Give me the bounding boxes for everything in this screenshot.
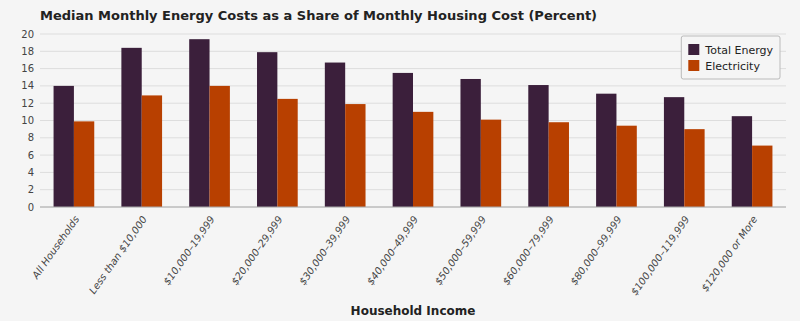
x-tick-label: $30,000–39,999 [297, 214, 353, 287]
title: Median Monthly Energy Costs as a Share o… [40, 8, 597, 23]
bar [210, 86, 230, 207]
x-axis-line [40, 207, 786, 208]
bar [54, 86, 74, 207]
bar [121, 48, 141, 207]
grid-line [40, 207, 786, 208]
legend-swatch [688, 60, 699, 71]
x-axis: All HouseholdsLess than $10,000$10,000–1… [29, 214, 759, 297]
y-tick-label: 20 [21, 29, 34, 40]
legend-label: Total Energy [704, 44, 773, 57]
bar [684, 129, 704, 207]
grid-line [40, 68, 786, 69]
x-tick-label: $120,000 or More [699, 214, 759, 293]
bar [325, 63, 345, 207]
legend-label: Electricity [705, 60, 760, 73]
x-tick-label: Less than $10,000 [87, 214, 149, 296]
bar [752, 146, 772, 207]
chart: Median Monthly Energy Costs as a Share o… [0, 0, 800, 321]
bar [345, 104, 365, 207]
y-tick-label: 14 [21, 80, 34, 91]
bar [277, 99, 297, 207]
bar [257, 52, 277, 207]
x-tick-label: $40,000–49,999 [365, 214, 421, 287]
bar [616, 126, 636, 207]
bar [189, 39, 209, 207]
grid-line [40, 51, 786, 52]
y-tick-label: 8 [28, 132, 34, 143]
x-tick-label: $50,000–59,999 [433, 214, 489, 287]
x-tick-label: All Households [29, 214, 81, 282]
x-tick-label: $60,000–79,999 [500, 214, 556, 287]
bar [413, 112, 433, 207]
bar [596, 94, 616, 207]
bar [393, 73, 413, 207]
y-axis: 0 2 4 6 8 10 12 14 16 18 20 [21, 29, 786, 213]
y-tick-label: 12 [21, 98, 34, 109]
bar [528, 85, 548, 207]
x-tick-label: $80,000–99,999 [568, 214, 624, 287]
bar [481, 120, 501, 207]
legend-swatch [688, 44, 699, 55]
bar [664, 97, 684, 207]
x-tick-label: $10,000–19,999 [161, 214, 217, 287]
bar [460, 79, 480, 207]
y-tick-label: 6 [28, 150, 34, 161]
bar [142, 95, 162, 207]
y-tick-label: 16 [21, 63, 34, 74]
x-tick-label: $20,000–29,999 [229, 214, 285, 287]
bar [732, 116, 752, 207]
background [0, 0, 800, 321]
y-tick-label: 10 [21, 115, 34, 126]
y-tick-label: 18 [21, 46, 34, 57]
y-tick-label: 2 [28, 184, 34, 195]
bars [54, 39, 773, 207]
grid-line [40, 34, 786, 35]
bar [74, 121, 94, 207]
y-tick-label: 4 [28, 167, 34, 178]
x-tick-label: $100,000–119,999 [629, 214, 692, 297]
bar [549, 122, 569, 207]
y-tick-label: 0 [28, 202, 34, 213]
legend-frame [681, 36, 780, 79]
x-axis-label: Household Income [351, 304, 476, 318]
legend: Total Energy Electricity [681, 36, 780, 79]
